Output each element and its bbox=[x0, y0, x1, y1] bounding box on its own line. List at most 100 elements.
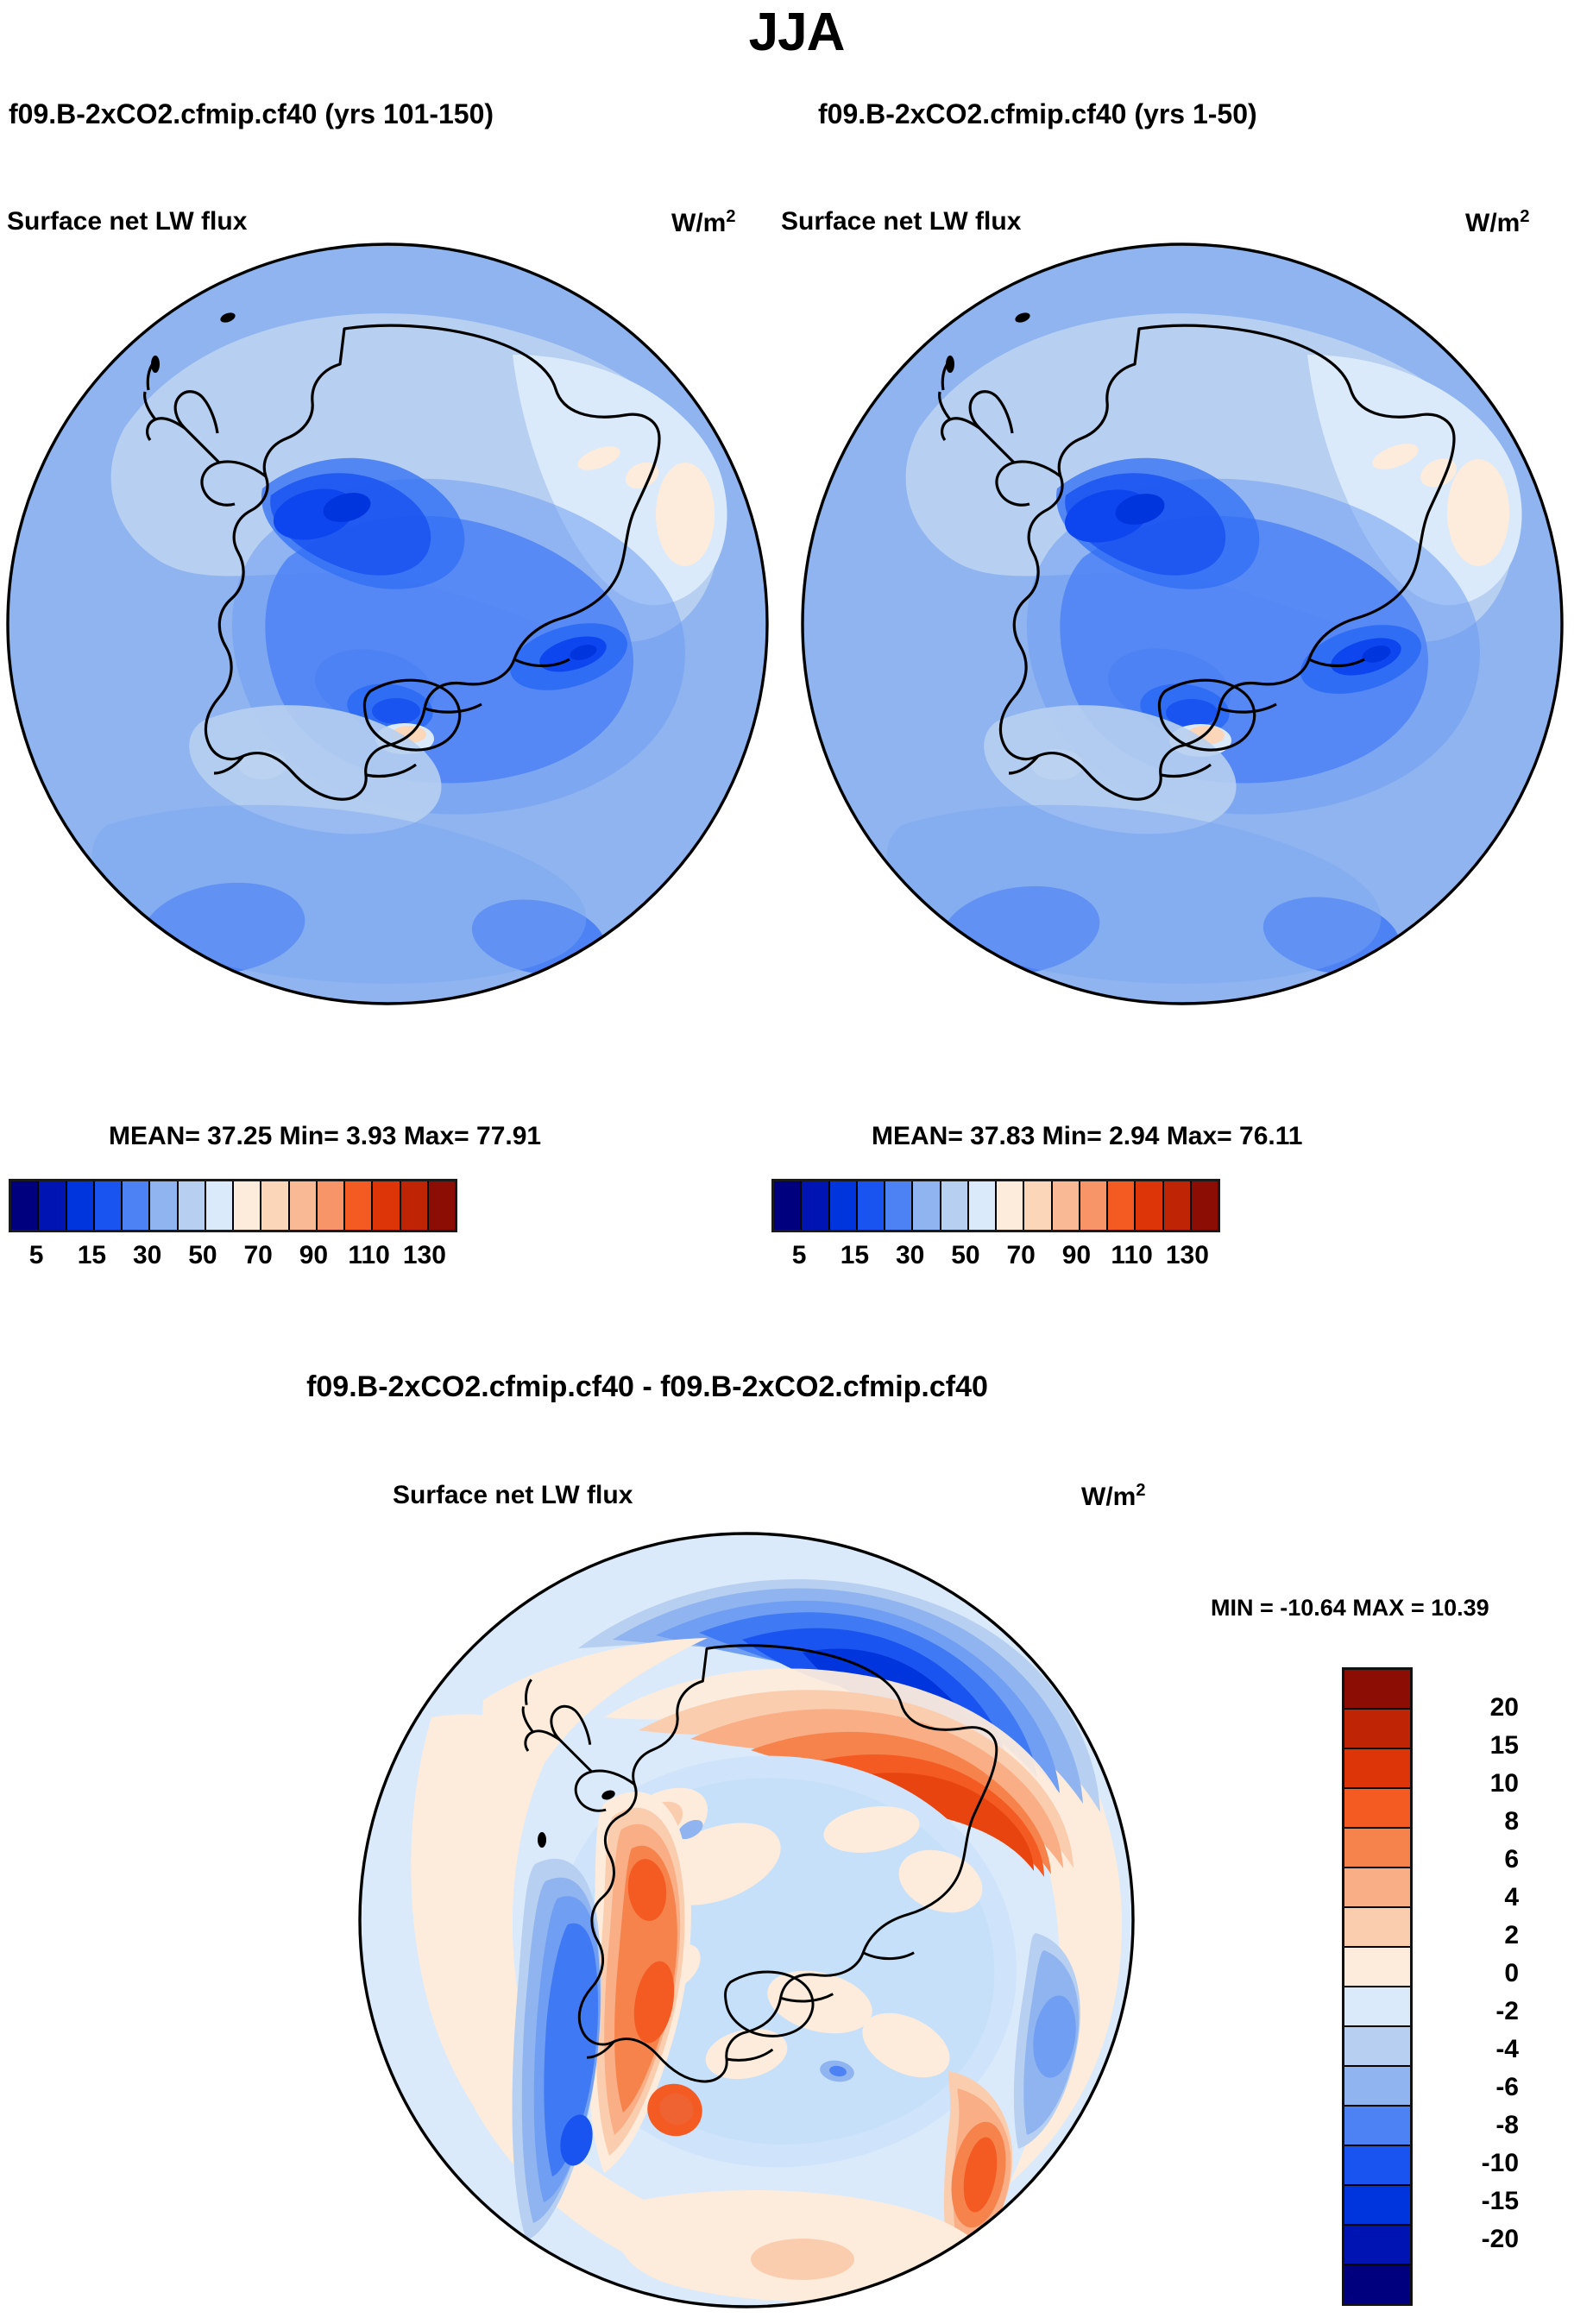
colorbar-right-cells bbox=[771, 1179, 1220, 1232]
diff-unit-exponent: 2 bbox=[1136, 1481, 1146, 1500]
colorbar-left-swatch-4 bbox=[123, 1181, 151, 1230]
colorbar-difference-swatch-3 bbox=[1344, 1789, 1410, 1829]
colorbar-right-tick-4: 70 bbox=[1006, 1241, 1036, 1269]
colorbar-left-tick-2: 30 bbox=[132, 1241, 162, 1269]
unit-exponent-right: 2 bbox=[1520, 207, 1530, 226]
colorbar-difference-swatch-2 bbox=[1344, 1749, 1410, 1789]
colorbar-difference-cells bbox=[1342, 1667, 1413, 2306]
colorbar-difference-swatch-14 bbox=[1344, 2226, 1410, 2265]
colorbar-right-swatch-8 bbox=[997, 1181, 1025, 1230]
colorbar-left-swatch-12 bbox=[345, 1181, 374, 1230]
colorbar-right-tick-0: 5 bbox=[791, 1241, 807, 1269]
map-right-svg bbox=[801, 242, 1564, 1005]
colorbar-difference-swatch-10 bbox=[1344, 2067, 1410, 2107]
colorbar-left-tick-3: 50 bbox=[188, 1241, 217, 1269]
colorbar-left-swatch-6 bbox=[178, 1181, 206, 1230]
unit-exponent-left: 2 bbox=[726, 207, 736, 226]
field-label-left: Surface net LW flux bbox=[7, 207, 248, 236]
colorbar-right-swatch-9 bbox=[1024, 1181, 1053, 1230]
colorbar-difference-swatch-12 bbox=[1344, 2146, 1410, 2186]
map-difference bbox=[354, 1519, 1148, 2321]
colorbar-left-swatch-5 bbox=[150, 1181, 179, 1230]
colorbar-difference-tick-0: 20 bbox=[1489, 1693, 1519, 1722]
colorbar-difference-swatch-13 bbox=[1344, 2186, 1410, 2226]
colorbar-right-swatch-7 bbox=[968, 1181, 997, 1230]
field-label-right: Surface net LW flux bbox=[781, 207, 1022, 236]
unit-label-left: W/m2 bbox=[671, 207, 735, 238]
colorbar-difference-swatch-8 bbox=[1344, 1987, 1410, 2027]
colorbar-left: 5 15 30 50 70 90 110 130 bbox=[9, 1179, 457, 1281]
unit-text-left: W/m bbox=[671, 209, 727, 237]
map-right bbox=[798, 169, 1566, 1080]
colorbar-right-swatch-10 bbox=[1052, 1181, 1080, 1230]
colorbar-difference-swatch-4 bbox=[1344, 1829, 1410, 1868]
colorbar-left-swatch-14 bbox=[400, 1181, 429, 1230]
colorbar-right-tick-1: 15 bbox=[840, 1241, 870, 1269]
panel-title-right: f09.B-2xCO2.cfmip.cf40 (yrs 1-50) bbox=[818, 98, 1257, 129]
colorbar-left-swatch-11 bbox=[317, 1181, 345, 1230]
colorbar-difference-tick-9: -4 bbox=[1495, 2035, 1519, 2063]
colorbar-right-swatch-6 bbox=[941, 1181, 969, 1230]
colorbar-right-swatch-13 bbox=[1136, 1181, 1164, 1230]
colorbar-right-tick-5: 90 bbox=[1061, 1241, 1092, 1269]
map-difference-svg bbox=[358, 1532, 1135, 2308]
colorbar-left-tick-0: 5 bbox=[28, 1241, 44, 1269]
colorbar-right-swatch-14 bbox=[1163, 1181, 1192, 1230]
stats-right: MEAN= 37.83 Min= 2.94 Max= 76.11 bbox=[872, 1122, 1303, 1150]
colorbar-difference-swatch-15 bbox=[1344, 2265, 1410, 2303]
colorbar-right-ticks: 5 15 30 50 70 90 110 130 bbox=[771, 1241, 1220, 1281]
stats-left: MEAN= 37.25 Min= 3.93 Max= 77.91 bbox=[109, 1122, 542, 1150]
colorbar-right-swatch-12 bbox=[1108, 1181, 1137, 1230]
colorbar-right-swatch-3 bbox=[857, 1181, 885, 1230]
colorbar-difference-tick-4: 6 bbox=[1504, 1845, 1519, 1874]
colorbar-difference-tick-11: -8 bbox=[1495, 2111, 1519, 2139]
colorbar-left-swatch-3 bbox=[94, 1181, 123, 1230]
diff-minmax-label: MIN = -10.64 MAX = 10.39 bbox=[1211, 1595, 1489, 1621]
page-title: JJA bbox=[748, 3, 846, 62]
colorbar-difference bbox=[1342, 1667, 1413, 2310]
colorbar-right-swatch-15 bbox=[1191, 1181, 1218, 1230]
colorbar-left-swatch-8 bbox=[234, 1181, 262, 1230]
colorbar-right-swatch-0 bbox=[774, 1181, 803, 1230]
colorbar-left-ticks: 5 15 30 50 70 90 110 130 bbox=[9, 1241, 457, 1281]
colorbar-difference-tick-6: 2 bbox=[1504, 1921, 1519, 1949]
colorbar-difference-swatch-11 bbox=[1344, 2107, 1410, 2146]
colorbar-right-swatch-5 bbox=[913, 1181, 941, 1230]
colorbar-left-swatch-13 bbox=[373, 1181, 401, 1230]
colorbar-left-tick-5: 90 bbox=[299, 1241, 329, 1269]
colorbar-difference-tick-1: 15 bbox=[1489, 1731, 1519, 1760]
unit-text-right: W/m bbox=[1465, 209, 1521, 237]
colorbar-difference-tick-12: -10 bbox=[1481, 2149, 1519, 2177]
colorbar-right-swatch-11 bbox=[1080, 1181, 1108, 1230]
diff-unit-label: W/m2 bbox=[1081, 1481, 1145, 1512]
colorbar-difference-swatch-6 bbox=[1344, 1908, 1410, 1948]
colorbar-difference-tick-10: -6 bbox=[1495, 2073, 1519, 2101]
colorbar-right-swatch-2 bbox=[829, 1181, 858, 1230]
colorbar-left-swatch-0 bbox=[11, 1181, 40, 1230]
colorbar-left-swatch-1 bbox=[39, 1181, 67, 1230]
colorbar-left-cells bbox=[9, 1179, 457, 1232]
colorbar-difference-swatch-9 bbox=[1344, 2027, 1410, 2067]
colorbar-right-swatch-1 bbox=[802, 1181, 830, 1230]
colorbar-difference-tick-2: 10 bbox=[1489, 1769, 1519, 1798]
colorbar-left-tick-1: 15 bbox=[77, 1241, 107, 1269]
colorbar-right-tick-3: 50 bbox=[951, 1241, 980, 1269]
colorbar-right-tick-6: 110 bbox=[1111, 1241, 1153, 1269]
diff-unit-text: W/m bbox=[1081, 1483, 1137, 1511]
colorbar-difference-swatch-7 bbox=[1344, 1948, 1410, 1987]
colorbar-right-tick-2: 30 bbox=[895, 1241, 925, 1269]
colorbar-difference-tick-3: 8 bbox=[1504, 1807, 1519, 1836]
colorbar-difference-swatch-1 bbox=[1344, 1710, 1410, 1749]
colorbar-difference-swatch-0 bbox=[1344, 1670, 1410, 1710]
colorbar-difference-tick-5: 4 bbox=[1504, 1883, 1519, 1911]
colorbar-right-tick-7: 130 bbox=[1165, 1241, 1209, 1269]
colorbar-right-swatch-4 bbox=[885, 1181, 914, 1230]
panel-title-left: f09.B-2xCO2.cfmip.cf40 (yrs 101-150) bbox=[9, 98, 494, 129]
colorbar-difference-swatch-5 bbox=[1344, 1868, 1410, 1908]
diff-panel-title: f09.B-2xCO2.cfmip.cf40 - f09.B-2xCO2.cfm… bbox=[306, 1370, 988, 1403]
colorbar-difference-tick-14: -20 bbox=[1481, 2225, 1519, 2253]
colorbar-left-tick-6: 110 bbox=[348, 1241, 390, 1269]
colorbar-left-swatch-10 bbox=[289, 1181, 318, 1230]
colorbar-left-tick-4: 70 bbox=[243, 1241, 273, 1269]
colorbar-left-swatch-9 bbox=[261, 1181, 290, 1230]
